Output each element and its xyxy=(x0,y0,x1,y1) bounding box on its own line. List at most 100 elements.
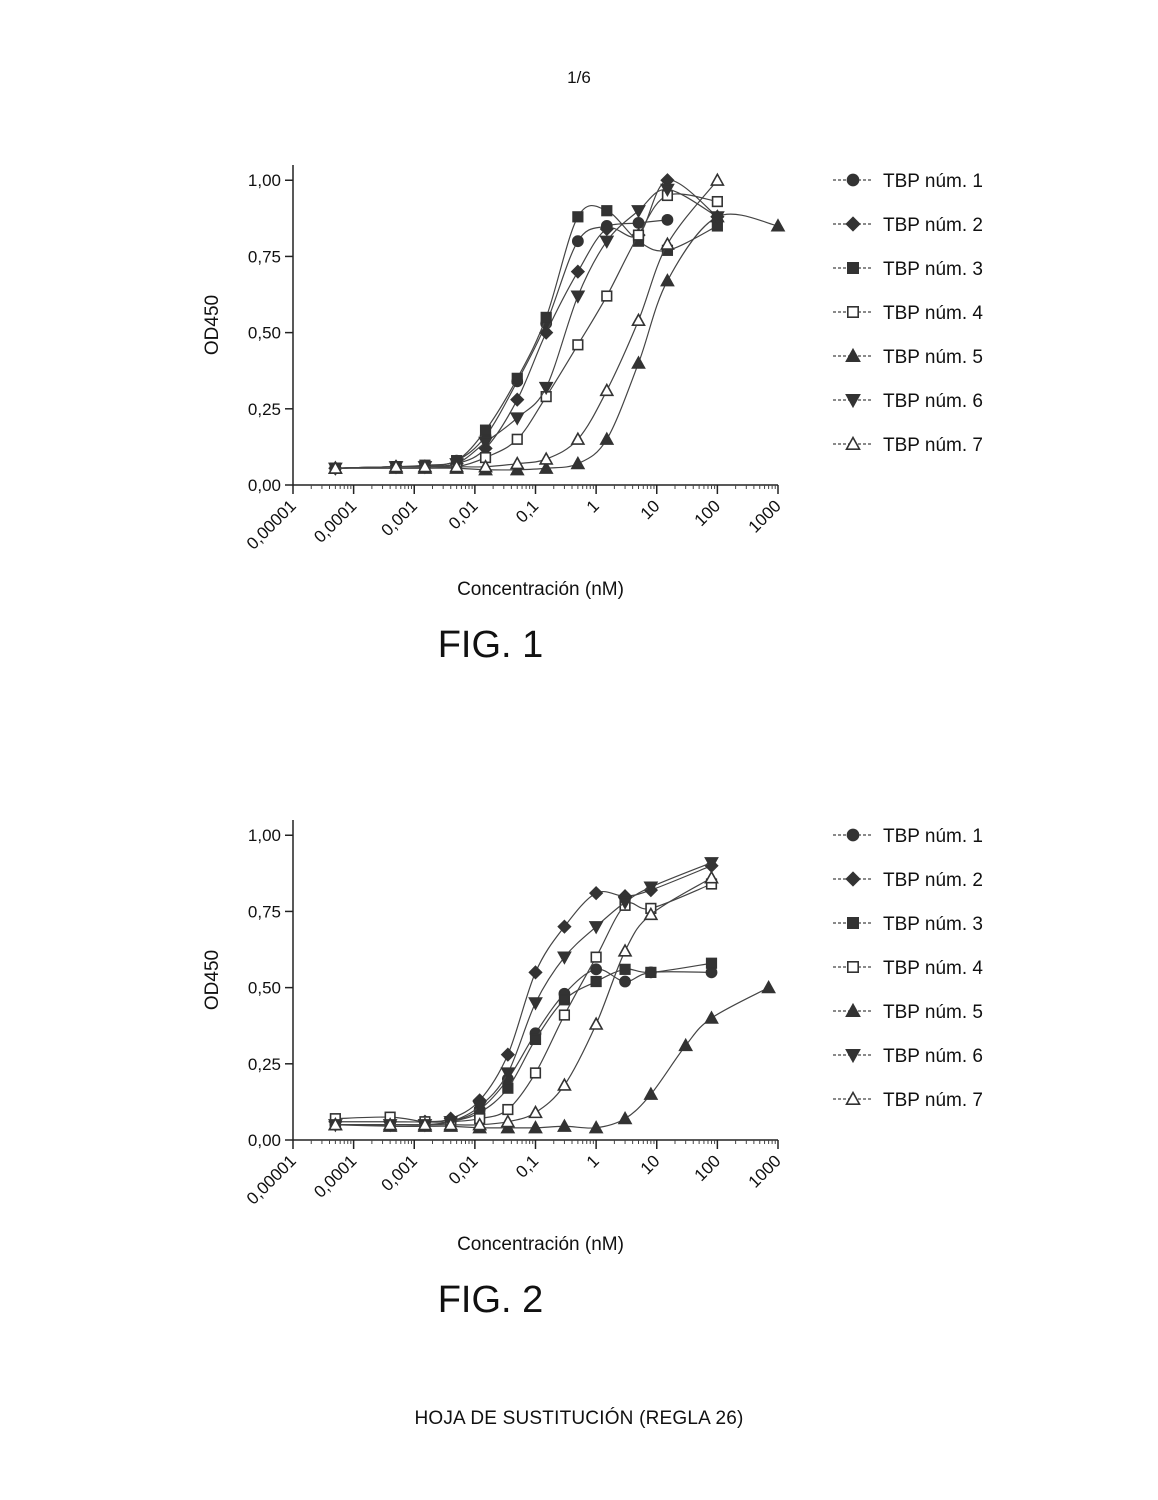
data-point xyxy=(631,312,646,327)
y-tick-label: 0,00 xyxy=(248,1131,281,1150)
data-point xyxy=(572,339,584,351)
data-point xyxy=(500,1067,516,1081)
page-number: 1/6 xyxy=(567,68,591,87)
y-tick-label: 1,00 xyxy=(248,171,281,190)
data-point xyxy=(617,896,633,910)
data-point xyxy=(570,456,586,470)
x-tick-label: 10 xyxy=(637,1151,664,1178)
series-points-1 xyxy=(329,213,674,475)
data-point xyxy=(328,1117,343,1131)
data-point xyxy=(557,919,572,934)
data-point xyxy=(557,1077,572,1091)
data-point xyxy=(528,965,543,980)
data-point xyxy=(619,963,631,975)
data-point xyxy=(704,857,719,871)
x-tick-label: 0,00001 xyxy=(243,496,300,553)
data-point xyxy=(711,195,723,208)
data-point xyxy=(570,290,586,304)
data-point xyxy=(529,1033,542,1046)
data-point xyxy=(632,217,645,229)
data-point xyxy=(599,431,615,445)
data-point xyxy=(619,975,631,988)
legend-marker xyxy=(845,871,861,887)
data-point xyxy=(528,1104,543,1119)
legend-label: TBP núm. 5 xyxy=(883,347,983,368)
legend-label: TBP núm. 6 xyxy=(883,391,983,412)
data-point xyxy=(571,235,584,248)
data-point xyxy=(572,211,584,223)
y-tick-label: 0,75 xyxy=(248,247,281,266)
series-line-4 xyxy=(335,193,718,469)
data-point xyxy=(479,424,492,436)
data-point xyxy=(599,382,615,397)
data-point xyxy=(443,1117,459,1131)
series-points-5 xyxy=(328,979,776,1134)
data-point xyxy=(588,886,604,901)
data-point xyxy=(761,979,776,994)
figure-1-chart: 0,00 0,25 0,50 0,75 1,00 0,00001 0,0001 0,001 0,… xyxy=(202,165,983,666)
legend-marker xyxy=(845,1049,861,1064)
series-line-2 xyxy=(335,179,718,469)
legend-label: TBP núm. 1 xyxy=(883,171,983,192)
data-point xyxy=(509,412,525,426)
data-point xyxy=(472,1100,488,1115)
data-point xyxy=(382,1117,398,1131)
x-tick-label: 1 xyxy=(583,1151,603,1171)
y-tick-label: 1,00 xyxy=(248,826,281,845)
legend-label: TBP núm. 2 xyxy=(883,870,983,891)
data-point xyxy=(588,1016,604,1030)
x-tick-label: 0,001 xyxy=(378,496,422,540)
x-tick-label: 0,1 xyxy=(512,496,542,526)
figure-2-chart: 0,00 0,25 0,50 0,75 1,00 0,00001 0,0001 0,001 0,… xyxy=(202,820,983,1321)
data-point xyxy=(660,273,675,287)
legend-marker xyxy=(846,917,859,930)
data-point xyxy=(388,459,404,473)
data-point xyxy=(478,436,493,450)
series-line-5 xyxy=(335,213,779,471)
series-points-4 xyxy=(329,189,723,474)
data-point xyxy=(590,975,602,988)
y-axis-title: OD450 xyxy=(202,295,223,355)
series-line-6 xyxy=(335,862,712,1126)
data-point xyxy=(710,211,725,225)
series-line-3 xyxy=(335,962,712,1126)
data-point xyxy=(557,1118,572,1132)
data-point xyxy=(660,236,675,250)
series-points-4 xyxy=(329,878,718,1128)
legend-label: TBP núm. 4 xyxy=(883,958,983,979)
x-tick-label: 10 xyxy=(637,496,664,523)
series-points-7 xyxy=(328,870,719,1131)
data-point xyxy=(558,994,571,1006)
legend-label: TBP núm. 6 xyxy=(883,1046,983,1067)
data-point xyxy=(601,205,613,217)
data-point xyxy=(570,264,586,279)
x-tick-label: 0,00001 xyxy=(243,1151,300,1208)
data-point xyxy=(449,459,464,473)
data-point xyxy=(558,1009,571,1021)
data-point xyxy=(643,881,659,895)
figure-label: FIG. 1 xyxy=(438,624,544,666)
x-tick-label: 100 xyxy=(691,496,724,529)
x-axis-title: Concentración (nM) xyxy=(457,1234,624,1255)
data-point xyxy=(643,1086,659,1100)
data-point xyxy=(660,183,675,198)
data-point xyxy=(588,1120,604,1134)
data-point xyxy=(617,943,633,957)
x-tick-label: 1000 xyxy=(745,1151,785,1191)
data-point xyxy=(661,213,674,226)
data-point xyxy=(590,963,603,976)
data-point xyxy=(510,392,525,407)
data-point xyxy=(538,451,554,465)
page-footer: HOJA DE SUSTITUCIÓN (REGLA 26) xyxy=(414,1408,744,1429)
data-point xyxy=(645,966,657,978)
data-point xyxy=(631,355,646,369)
data-point xyxy=(599,235,615,249)
data-point xyxy=(328,460,343,474)
series-line-6 xyxy=(335,188,718,469)
data-point xyxy=(500,1114,516,1128)
legend-label: TBP núm. 5 xyxy=(883,1002,983,1023)
legend-label: TBP núm. 7 xyxy=(883,1090,983,1111)
legend-label: TBP núm. 1 xyxy=(883,826,983,847)
data-point xyxy=(678,1037,694,1052)
data-point xyxy=(590,951,602,963)
